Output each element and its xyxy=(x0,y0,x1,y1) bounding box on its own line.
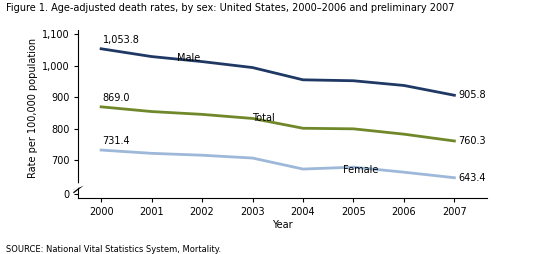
Text: 905.8: 905.8 xyxy=(459,90,486,100)
Text: 869.0: 869.0 xyxy=(102,93,130,103)
Text: Figure 1. Age-adjusted death rates, by sex: United States, 2000–2006 and prelimi: Figure 1. Age-adjusted death rates, by s… xyxy=(6,3,454,12)
X-axis label: Year: Year xyxy=(273,220,293,230)
Text: 1,053.8: 1,053.8 xyxy=(102,35,139,45)
Text: 731.4: 731.4 xyxy=(102,136,130,146)
Text: SOURCE: National Vital Statistics System, Mortality.: SOURCE: National Vital Statistics System… xyxy=(6,245,221,254)
Text: Total: Total xyxy=(253,113,276,123)
Text: Male: Male xyxy=(177,53,200,63)
Text: Female: Female xyxy=(343,165,379,174)
Y-axis label: Rate per 100,000 population: Rate per 100,000 population xyxy=(27,38,38,178)
Text: 760.3: 760.3 xyxy=(459,136,486,146)
Text: 643.4: 643.4 xyxy=(459,173,486,183)
